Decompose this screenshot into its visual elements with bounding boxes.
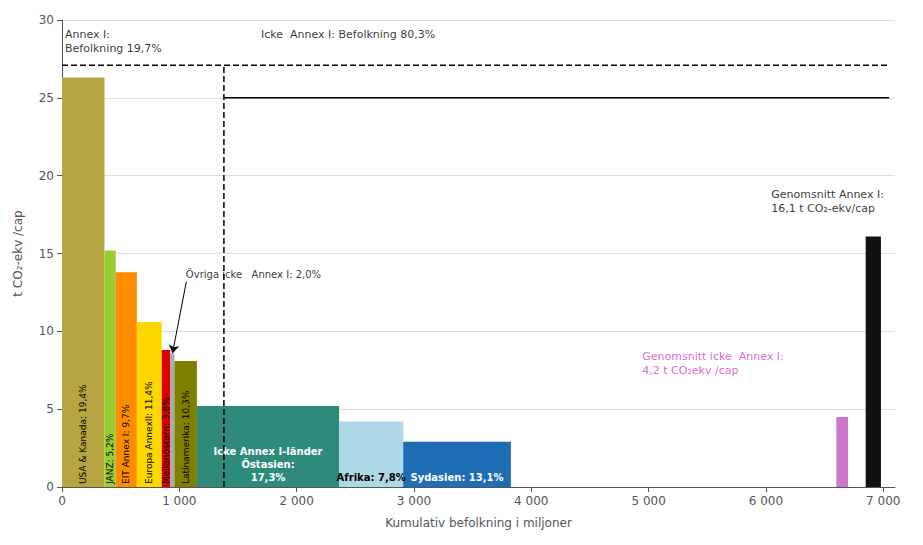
svg-text:2 000: 2 000 (279, 494, 313, 508)
svg-text:Sydasien: 13,1%: Sydasien: 13,1% (410, 472, 503, 483)
svg-text:5 000: 5 000 (631, 494, 665, 508)
svg-text:6 000: 6 000 (749, 494, 783, 508)
svg-text:Latinamerika: 10,3%: Latinamerika: 10,3% (181, 390, 191, 484)
svg-text:Genomsnitt icke Annex I:: Genomsnitt icke Annex I: (642, 350, 783, 363)
svg-text:Befolkning 19,7%: Befolkning 19,7% (65, 42, 162, 55)
svg-text:10: 10 (39, 324, 54, 338)
svg-text:Övriga icke Annex I: 2,0%: Övriga icke Annex I: 2,0% (186, 268, 321, 280)
svg-text:Icke Annex I-länder: Icke Annex I-länder (214, 446, 323, 457)
svg-text:Genomsnitt Annex I:: Genomsnitt Annex I: (771, 188, 884, 201)
svg-text:20: 20 (39, 169, 54, 183)
svg-text:JANZ: 5,2%: JANZ: 5,2% (105, 433, 115, 485)
svg-text:5: 5 (46, 402, 54, 416)
svg-text:16,1 t CO₂-ekv/cap: 16,1 t CO₂-ekv/cap (771, 202, 875, 215)
svg-text:0: 0 (46, 480, 54, 494)
svg-text:4,2 t CO₂ekv /cap: 4,2 t CO₂ekv /cap (642, 364, 738, 377)
svg-text:Europa AnnexII: 11,4%: Europa AnnexII: 11,4% (144, 381, 154, 484)
svg-text:Östasien:: Östasien: (241, 457, 294, 470)
svg-text:Annex I:: Annex I: (65, 28, 110, 41)
svg-text:EIT Annex I: 9,7%: EIT Annex I: 9,7% (121, 404, 131, 484)
svg-text:4 000: 4 000 (514, 494, 548, 508)
svg-text:Icke Annex I: Befolkning 80,3: Icke Annex I: Befolkning 80,3% (261, 28, 435, 41)
svg-text:0: 0 (58, 494, 66, 508)
svg-text:25: 25 (39, 91, 54, 105)
svg-text:3 000: 3 000 (397, 494, 431, 508)
svg-text:7 000: 7 000 (866, 494, 900, 508)
svg-text:USA & Kanada: 19,4%: USA & Kanada: 19,4% (78, 384, 88, 484)
svg-text:Mellanöstern: 3,8%: Mellanöstern: 3,8% (161, 397, 171, 484)
svg-text:Afrika: 7,8%: Afrika: 7,8% (337, 472, 406, 483)
svg-text:1 000: 1 000 (162, 494, 196, 508)
svg-text:15: 15 (39, 247, 54, 261)
svg-text:Kumulativ befolkning i miljone: Kumulativ befolkning i miljoner (385, 516, 572, 530)
svg-text:t CO₂-ekv /cap: t CO₂-ekv /cap (11, 210, 25, 296)
svg-text:30: 30 (39, 13, 54, 27)
svg-text:17,3%: 17,3% (251, 472, 286, 483)
